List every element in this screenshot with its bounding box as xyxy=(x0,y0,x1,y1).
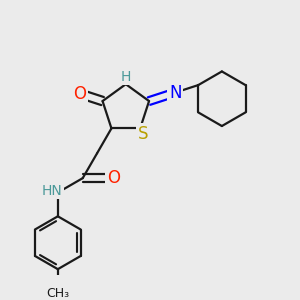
Text: O: O xyxy=(107,169,120,187)
Text: HN: HN xyxy=(41,184,62,198)
Text: S: S xyxy=(138,125,148,143)
Text: CH₃: CH₃ xyxy=(46,287,69,300)
Text: N: N xyxy=(169,84,182,102)
Text: O: O xyxy=(73,85,86,103)
Text: H: H xyxy=(121,70,131,84)
